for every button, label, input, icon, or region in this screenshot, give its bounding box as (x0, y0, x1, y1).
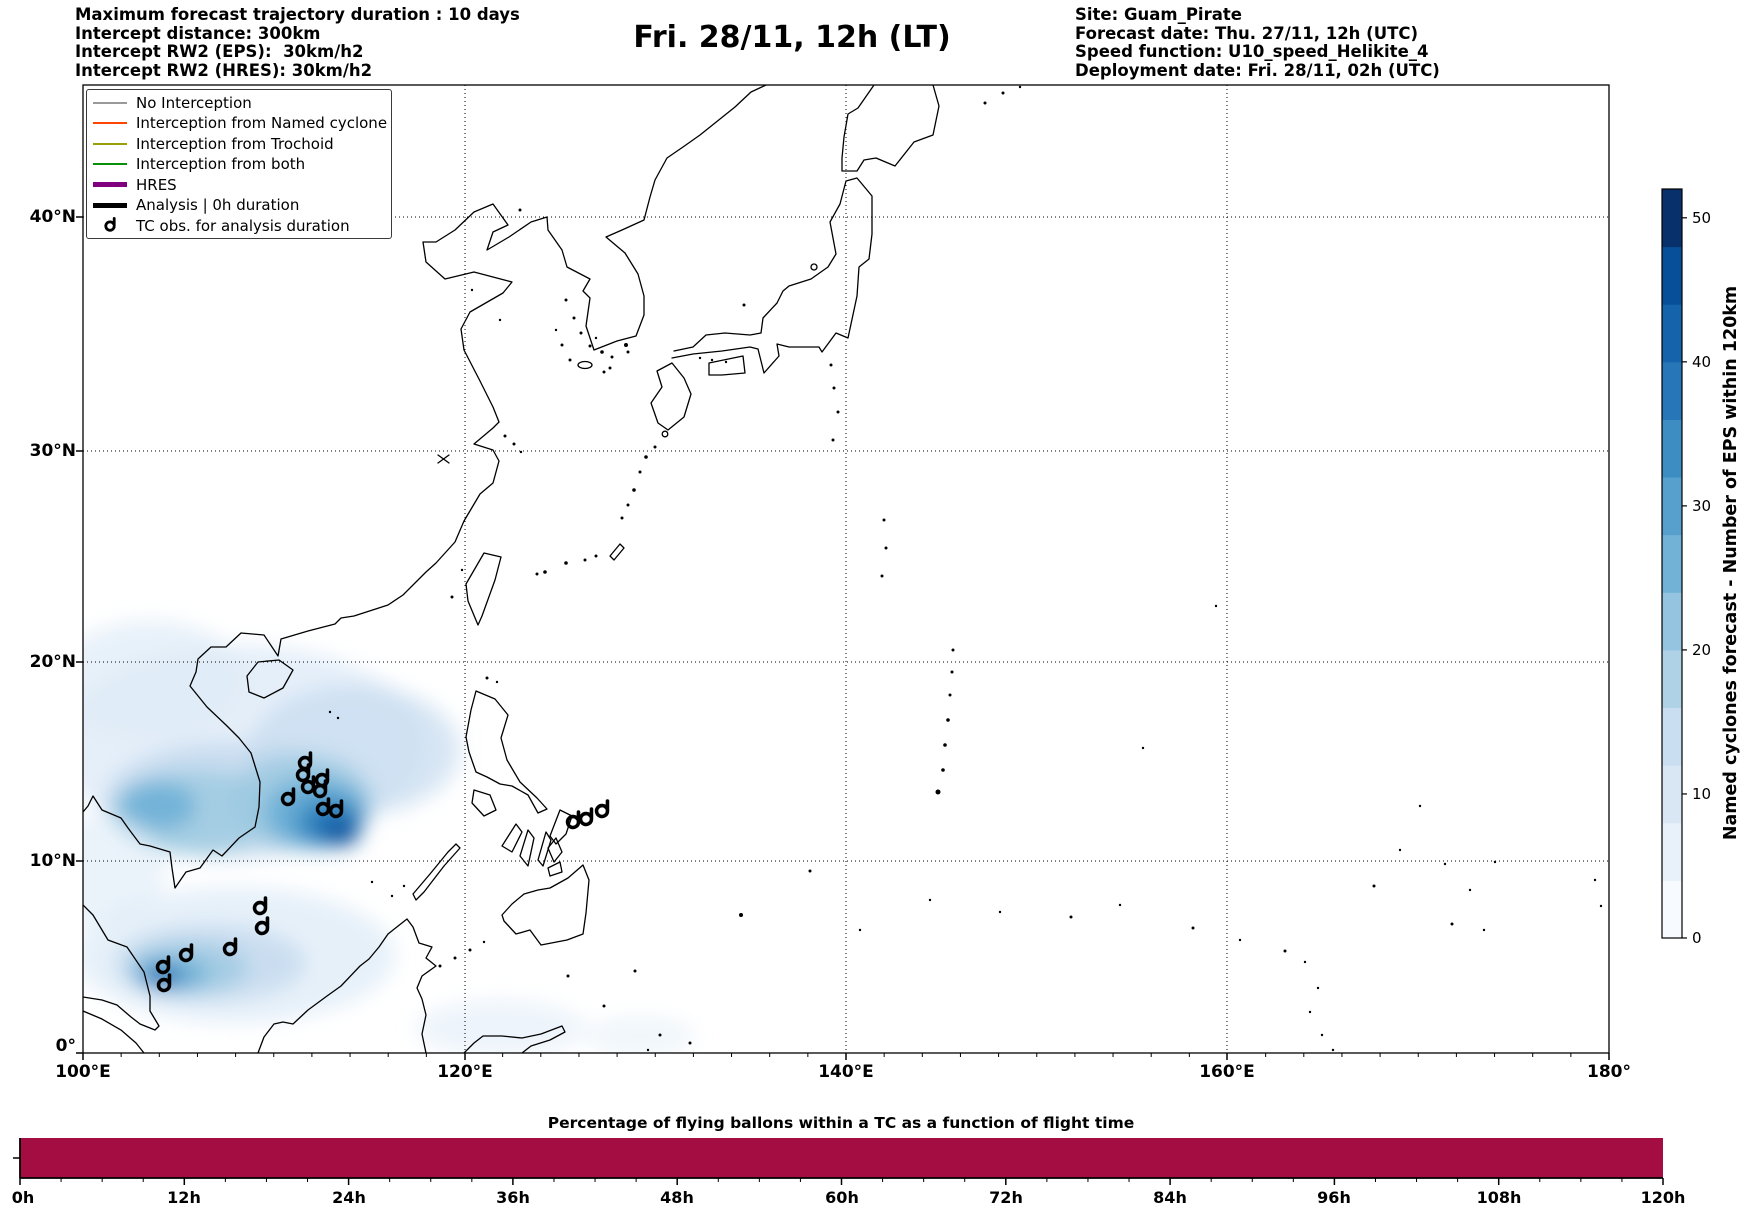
density-blob (83, 620, 245, 740)
intercept-rw2-hres-line: Intercept RW2 (HRES): 30km/h2 (75, 60, 373, 80)
header-left-block: Maximum forecast trajectory duration : 1… (75, 5, 520, 80)
legend-item-label: Interception from Trochoid (136, 134, 334, 153)
cyclone-density-field (83, 620, 695, 1053)
flight-bar (20, 1138, 1663, 1178)
flight-time-bar-chart (13, 1138, 1664, 1185)
legend-item-label: No Interception (136, 93, 252, 112)
flight-x-tick-label: 72h (989, 1188, 1023, 1207)
density-blob (145, 966, 181, 988)
colorbar-segment (1662, 707, 1682, 766)
tc-obs-marker (578, 807, 594, 827)
legend-item-4: HRES (93, 175, 385, 195)
flight-x-tick-label: 36h (496, 1188, 530, 1207)
colorbar (1662, 189, 1687, 939)
colorbar-segment (1662, 649, 1682, 709)
flight-x-tick-label: 120h (1640, 1188, 1686, 1207)
colorbar-tick-label: 40 (1692, 353, 1712, 371)
density-blob (585, 1016, 695, 1053)
colorbar-segment (1662, 246, 1682, 305)
intercept-distance-line: Intercept distance: 300km (75, 23, 321, 43)
colorbar-border (1661, 188, 1683, 939)
density-blob (120, 782, 196, 830)
colorbar-segment (1662, 534, 1682, 593)
colorbar-segment (1662, 419, 1682, 478)
deployment-date-line: Deployment date: Fri. 28/11, 02h (UTC) (1075, 60, 1440, 80)
coastlines (83, 85, 940, 1053)
flight-x-tick-label: 12h (167, 1188, 201, 1207)
legend-item-3: Interception from both (93, 154, 385, 174)
density-blob (83, 815, 165, 925)
legend-item-2: Interception from Trochoid (93, 134, 385, 154)
island-dots (328, 85, 1603, 1052)
legend-item-label: Interception from both (136, 155, 306, 173)
map-x-tick-label: 100°E (55, 1062, 111, 1082)
legend-item-1: Interception from Named cyclone (93, 113, 388, 133)
flight-x-tick-label: 96h (1317, 1188, 1351, 1207)
colorbar-segment (1662, 189, 1682, 248)
legend-line-sample (93, 122, 127, 124)
legend-item-label: HRES (136, 175, 177, 194)
colorbar-segment (1662, 765, 1682, 824)
colorbar-segment (1662, 477, 1682, 536)
speed-function-line: Speed function: U10_speed_Helikite_4 (1075, 42, 1429, 61)
legend-item-6: TC obs. for analysis duration (93, 216, 385, 236)
graticule (83, 85, 1609, 1053)
map-axis-ticks (76, 216, 1610, 1060)
colorbar-tick-label: 30 (1692, 497, 1712, 515)
map-x-tick-label: 180° (1587, 1062, 1631, 1082)
colorbar-segment (1662, 822, 1682, 881)
density-blob (415, 1000, 585, 1053)
colorbar-tick-label: 20 (1692, 641, 1712, 659)
flight-x-tick-label: 24h (332, 1188, 366, 1207)
site-line: Site: Guam_Pirate (1075, 5, 1242, 24)
flight-x-tick-label: 60h (825, 1188, 859, 1207)
map-y-tick-label: 10°N (29, 851, 76, 871)
map-x-tick-label: 140°E (818, 1062, 874, 1082)
map-y-tick-label: 0° (55, 1036, 76, 1056)
map-y-tick-label: 30°N (29, 441, 76, 461)
legend-item-label: Analysis | 0h duration (136, 196, 300, 214)
flight-chart-title: Percentage of flying ballons within a TC… (547, 1114, 1135, 1132)
flight-x-tick-label: 84h (1153, 1188, 1187, 1207)
colorbar-tick-label: 50 (1692, 209, 1712, 227)
header-right-block: Site: Guam_Pirate Forecast date: Thu. 27… (1075, 5, 1440, 80)
figure-title: Fri. 28/11, 12h (LT) (633, 20, 951, 55)
map-x-tick-label: 120°E (437, 1062, 493, 1082)
colorbar-axis-label: Named cyclones forecast - Number of EPS … (1721, 285, 1741, 841)
flight-x-tick-label: 108h (1476, 1188, 1522, 1207)
legend-item-label: Interception from Named cyclone (136, 114, 388, 132)
intercept-rw2-eps-line: Intercept RW2 (EPS): 30km/h2 (75, 42, 364, 61)
flight-x-tick-label: 0h (11, 1188, 35, 1207)
density-blob (326, 822, 358, 846)
legend-line-sample (93, 202, 127, 208)
max-duration-line: Maximum forecast trajectory duration : 1… (75, 5, 520, 24)
forecast-date-line: Forecast date: Thu. 27/11, 12h (UTC) (1075, 23, 1419, 43)
colorbar-tick-label: 10 (1692, 785, 1712, 803)
tc-obs-marker (594, 799, 610, 819)
colorbar-segment (1662, 592, 1682, 651)
map-y-tick-label: 40°N (29, 207, 76, 227)
colorbar-segment (1662, 361, 1682, 420)
tc-symbol-icon (93, 215, 127, 237)
flight-x-tick-label: 48h (660, 1188, 694, 1207)
map-x-tick-label: 160°E (1199, 1062, 1255, 1082)
legend-line-sample (93, 142, 127, 145)
legend-line-sample (93, 182, 127, 187)
map-legend: No Interception Interception from Named c… (86, 89, 392, 239)
legend-line-sample (93, 163, 127, 165)
colorbar-tick-label: 0 (1692, 929, 1702, 947)
legend-item-0: No Interception (93, 93, 385, 113)
legend-line-sample (93, 101, 127, 104)
legend-item-5: Analysis | 0h duration (93, 195, 385, 215)
colorbar-segment (1662, 304, 1682, 363)
colorbar-segment (1662, 880, 1682, 939)
map-y-tick-label: 20°N (29, 652, 76, 672)
legend-item-label: TC obs. for analysis duration (136, 216, 350, 235)
